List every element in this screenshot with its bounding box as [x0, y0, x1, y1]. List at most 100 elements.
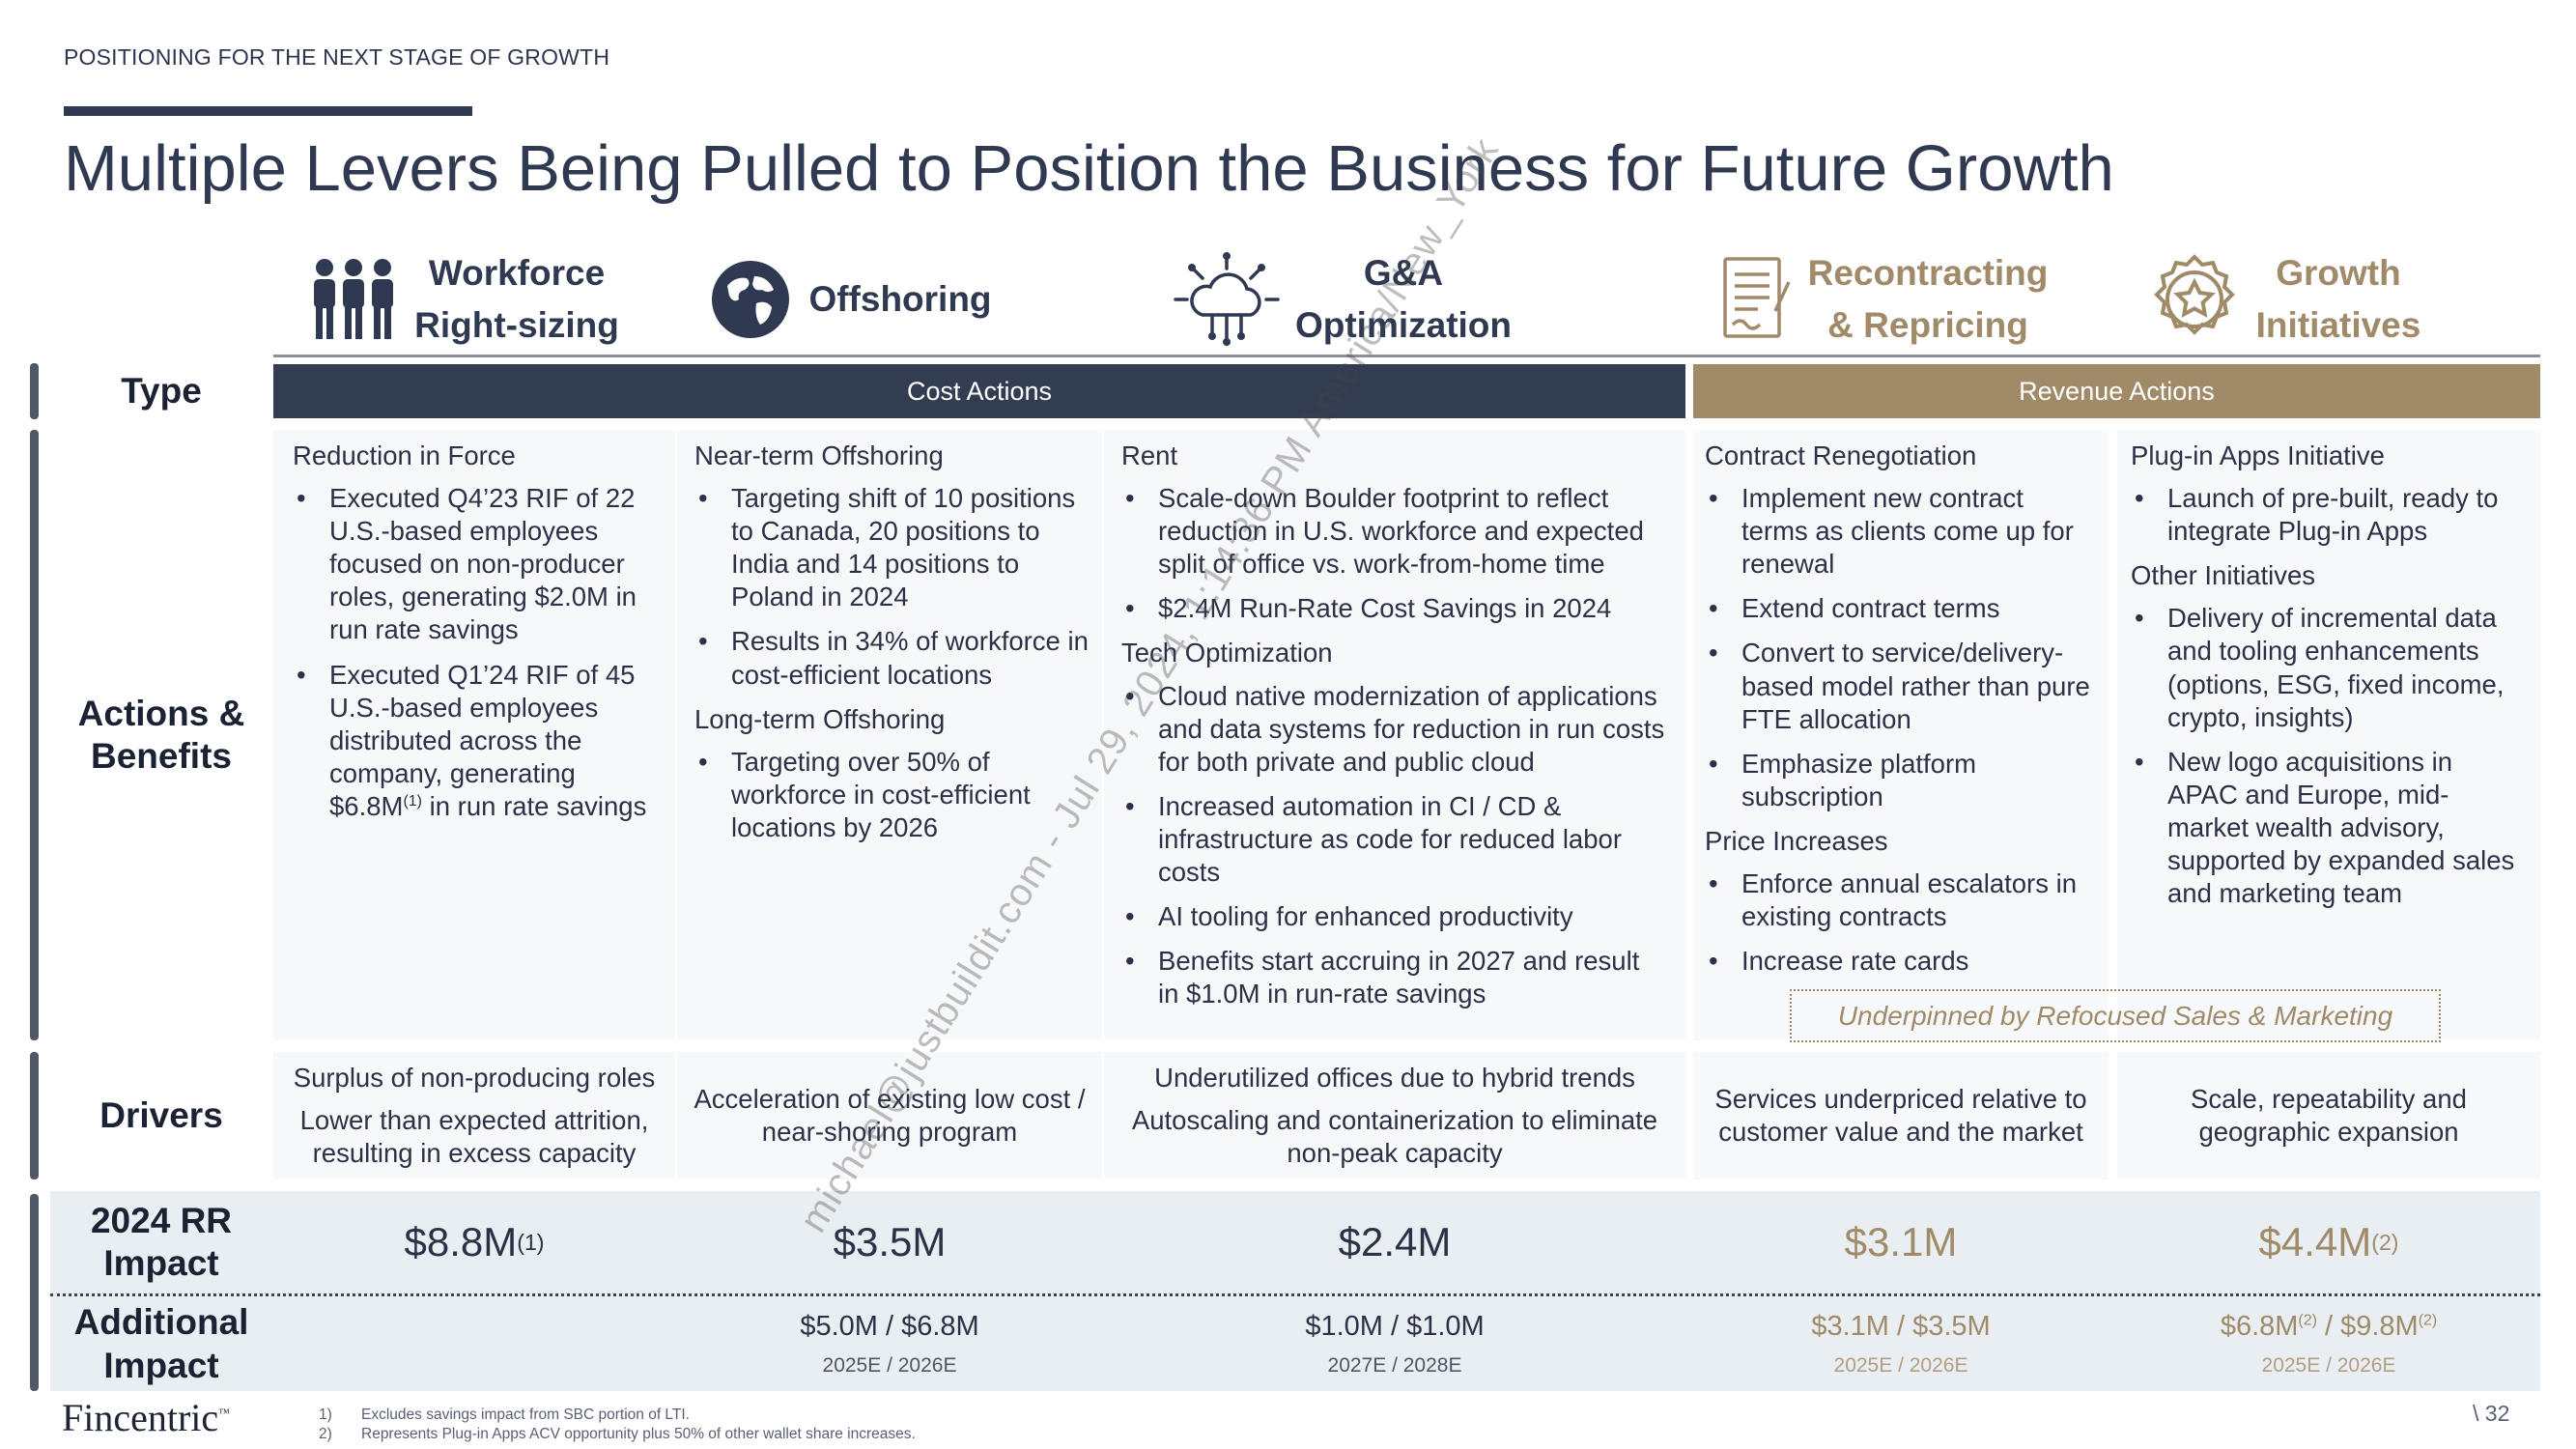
additional-impact-offshoring: $5.0M / $6.8M 2025E / 2026E — [677, 1297, 1102, 1391]
action-bullet: Targeting shift of 10 positions to Canad… — [694, 482, 1089, 613]
actions-cell-recontracting: Contract Renegotiation Implement new con… — [1693, 430, 2109, 1040]
row-label-line: Actions & — [77, 693, 245, 733]
footnote-ref: (1) — [517, 1229, 545, 1255]
action-bullet: Extend contract terms — [1705, 592, 2095, 625]
driver-text: Services underpriced relative to custome… — [1714, 1083, 2087, 1147]
action-heading: Tech Optimization — [1121, 638, 1333, 668]
impact-value: $1.0M / $1.0M — [1305, 1311, 1485, 1342]
action-bullet: Emphasize platform subscription — [1705, 748, 2095, 813]
driver-text: Scale, repeatability and geographic expa… — [2191, 1083, 2467, 1147]
rr-impact-workforce: $8.8M (1) — [273, 1194, 675, 1291]
drivers-cell-growth: Scale, repeatability and geographic expa… — [2117, 1052, 2540, 1179]
action-heading: Long-term Offshoring — [694, 703, 946, 734]
action-bullet: Increase rate cards — [1705, 945, 2095, 978]
row-label-drivers: Drivers — [99, 1094, 223, 1135]
additional-impact-growth: $6.8M(2) / $9.8M(2) 2025E / 2026E — [2117, 1297, 2540, 1391]
action-heading: Price Increases — [1705, 825, 1888, 856]
column-subtitle: Optimization — [1294, 305, 1513, 345]
row-label-line: Benefits — [91, 736, 232, 776]
action-bullet: Benefits start accruing in 2027 and resu… — [1121, 945, 1666, 1010]
drivers-cell-recontracting: Services underpriced relative to custome… — [1693, 1052, 2109, 1179]
column-subtitle: Initiatives — [2255, 305, 2421, 345]
action-bullet: New logo acquisitions in APAC and Europe… — [2131, 746, 2527, 910]
driver-text: Surplus of non-producing roles — [293, 1062, 656, 1093]
rr-impact-offshoring: $3.5M — [833, 1219, 947, 1264]
footnote-ref: (1) — [403, 792, 422, 810]
footnote-ref: (2) — [2371, 1229, 2399, 1255]
column-header-offshoring: Offshoring — [676, 242, 1024, 357]
action-bullet: Executed Q4’23 RIF of 22 U.S.-based empl… — [293, 482, 662, 646]
footnote-number: 2) — [319, 1426, 332, 1442]
rr-impact-growth: $4.4M (2) — [2117, 1194, 2540, 1291]
impact-years: 2025E / 2026E — [2261, 1354, 2396, 1377]
actions-cell-ga: Rent Scale-down Boulder footprint to ref… — [1104, 430, 1685, 1040]
action-bullet: Executed Q1’24 RIF of 45 U.S.-based empl… — [293, 659, 662, 823]
impact-background — [50, 1191, 2540, 1391]
value-separator: / — [2316, 1311, 2341, 1342]
footnote-ref: (2) — [2418, 1312, 2438, 1329]
row-marker-type — [30, 363, 39, 419]
row-label-type: Type — [121, 370, 202, 411]
action-bullet: Implement new contract terms as clients … — [1705, 482, 2095, 581]
driver-text: Acceleration of existing low cost / near… — [694, 1083, 1086, 1147]
action-bullet: Cloud native modernization of applicatio… — [1121, 680, 1666, 779]
column-header-workforce: Workforce Right-sizing — [280, 242, 647, 357]
actions-cell-workforce: Reduction in Force Executed Q4’23 RIF of… — [273, 430, 675, 1040]
column-header-ga: G&A Optimization — [1140, 242, 1545, 357]
trademark: ™ — [218, 1406, 230, 1420]
header-divider — [273, 355, 2540, 357]
page-number: \ 32 — [2473, 1401, 2510, 1426]
impact-years: 2025E / 2026E — [822, 1354, 957, 1377]
footnote-text: Excludes savings impact from SBC portion… — [361, 1406, 690, 1423]
eyebrow-underline — [64, 106, 472, 116]
column-subtitle: & Repricing — [1827, 305, 2028, 345]
row-label-line: Impact — [103, 1243, 219, 1283]
action-bullet: AI tooling for enhanced productivity — [1121, 900, 1666, 933]
action-heading: Other Initiatives — [2131, 560, 2316, 591]
action-bullet: Targeting over 50% of workforce in cost-… — [694, 746, 1089, 844]
driver-text: Autoscaling and containerization to elim… — [1131, 1104, 1658, 1169]
impact-value: $8.8M — [404, 1219, 518, 1264]
action-bullet: Delivery of incremental data and tooling… — [2131, 602, 2527, 733]
company-logo: Fincentric™ — [62, 1395, 230, 1440]
value-part: $9.8M — [2340, 1311, 2419, 1342]
drivers-cell-offshoring: Acceleration of existing low cost / near… — [677, 1052, 1102, 1179]
impact-value: $3.1M / $3.5M — [1811, 1311, 1991, 1342]
impact-years: 2025E / 2026E — [1833, 1354, 1968, 1377]
row-marker-impact — [30, 1194, 39, 1391]
rr-impact-ga: $2.4M — [1338, 1219, 1452, 1264]
footnote-1: 1) Excludes savings impact from SBC porti… — [319, 1406, 690, 1424]
action-heading: Contract Renegotiation — [1705, 440, 1977, 470]
action-bullet: Scale-down Boulder footprint to reflect … — [1121, 482, 1666, 581]
action-heading: Reduction in Force — [293, 440, 516, 470]
driver-text: Underutilized offices due to hybrid tren… — [1154, 1062, 1635, 1093]
footnote-text: Represents Plug-in Apps ACV opportunity … — [361, 1426, 916, 1442]
additional-impact-ga: $1.0M / $1.0M 2027E / 2028E — [1104, 1297, 1685, 1391]
people-icon — [314, 259, 394, 339]
row-label-rr-impact: 2024 RR Impact — [50, 1194, 272, 1291]
column-title: G&A — [1363, 253, 1444, 294]
action-bullet: Enforce annual escalators in existing co… — [1705, 867, 2095, 933]
column-title: Growth — [2276, 253, 2401, 294]
row-label-line: Additional — [73, 1302, 249, 1343]
drivers-cell-ga: Underutilized offices due to hybrid tren… — [1104, 1052, 1685, 1179]
column-title: Recontracting — [1807, 253, 2049, 294]
action-heading: Rent — [1121, 440, 1178, 470]
contract-document-icon — [1722, 257, 1791, 338]
action-heading: Plug-in Apps Initiative — [2131, 440, 2385, 470]
column-title: Workforce — [428, 253, 606, 294]
column-title: Offshoring — [808, 279, 992, 320]
actions-cell-offshoring: Near-term Offshoring Targeting shift of … — [677, 430, 1102, 1040]
column-subtitle: Right-sizing — [414, 305, 619, 345]
row-label-actions: Actions & Benefits — [50, 430, 272, 1040]
action-bullet: $2.4M Run-Rate Cost Savings in 2024 — [1121, 592, 1666, 625]
row-label-line: 2024 RR — [90, 1200, 233, 1240]
impact-value: $6.8M(2) / $9.8M(2) — [2221, 1311, 2437, 1343]
logo-text: Fincentric — [62, 1396, 219, 1439]
action-bullet: Launch of pre-built, ready to integrate … — [2131, 482, 2527, 548]
bullet-text: Executed Q1’24 RIF of 45 U.S.-based empl… — [329, 659, 636, 821]
revenue-actions-band: Revenue Actions — [1693, 364, 2540, 418]
rr-impact-recontracting: $3.1M — [1844, 1219, 1958, 1264]
impact-value: $4.4M — [2258, 1219, 2372, 1264]
cloud-network-icon — [1174, 252, 1280, 346]
